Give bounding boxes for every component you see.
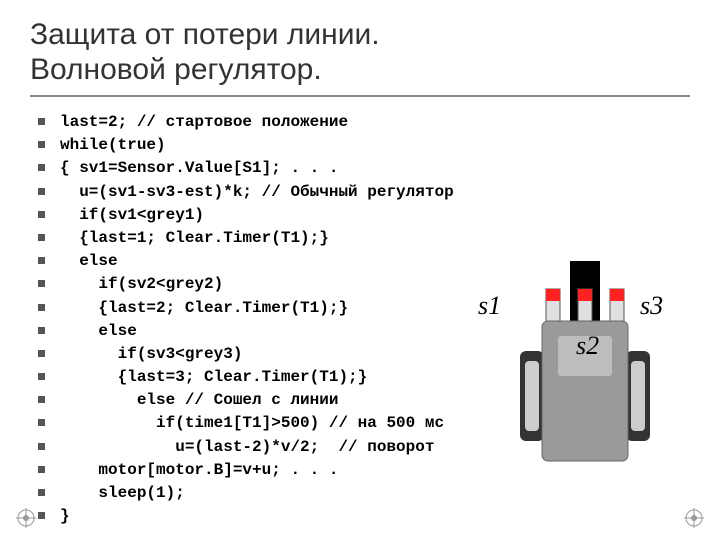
code-line: last=2; // стартовое положение (30, 111, 690, 134)
label-s1: s1 (478, 291, 501, 321)
content: last=2; // стартовое положениеwhile(true… (30, 111, 690, 528)
corner-ornament-right (684, 508, 704, 528)
title-line-1: Защита от потери линии. (30, 18, 380, 51)
code-line: {last=1; Clear.Timer(T1);} (30, 227, 690, 250)
slide: Защита от потери линии. Волновой регулят… (0, 0, 720, 540)
robot-diagram: s1 s2 s3 (500, 261, 670, 481)
code-line: u=(sv1-sv3-est)*k; // Обычный регулятор (30, 181, 690, 204)
label-s2: s2 (576, 331, 599, 361)
slide-title: Защита от потери линии. Волновой регулят… (30, 18, 690, 87)
corner-ornament-left (16, 508, 36, 528)
code-line: while(true) (30, 134, 690, 157)
label-s3: s3 (640, 291, 663, 321)
code-line: sleep(1); (30, 482, 690, 505)
code-line: if(sv1<grey1) (30, 204, 690, 227)
title-line-2: Волновой регулятор. (30, 53, 322, 86)
code-line: { sv1=Sensor.Value[S1]; . . . (30, 157, 690, 180)
code-line: } (30, 505, 690, 528)
title-underline (30, 95, 690, 97)
